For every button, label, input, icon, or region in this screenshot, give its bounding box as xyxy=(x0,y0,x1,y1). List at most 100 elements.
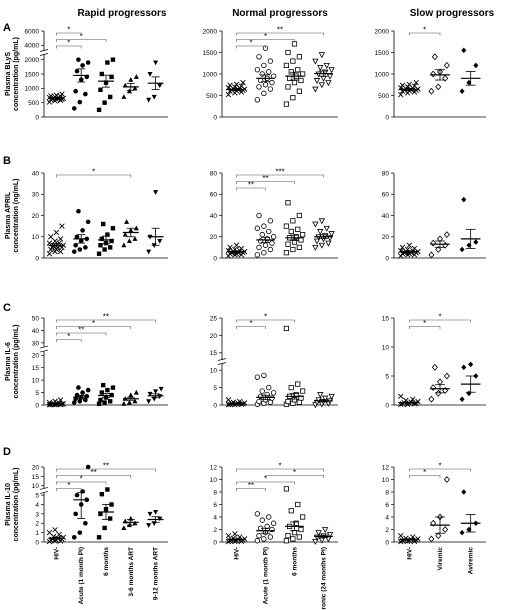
data-point xyxy=(296,399,302,405)
data-point xyxy=(98,87,103,92)
data-point xyxy=(46,251,53,257)
data-point xyxy=(83,245,88,250)
column-title: Normal progressors xyxy=(232,8,328,19)
data-point xyxy=(411,245,418,252)
significance-label: * xyxy=(67,481,70,490)
axis-break-mark xyxy=(39,53,49,56)
data-point xyxy=(283,538,289,544)
data-point xyxy=(312,86,319,93)
y-axis-label: Plasma BLyS xyxy=(5,52,12,96)
data-point xyxy=(233,242,240,248)
data-point xyxy=(267,246,274,253)
data-point xyxy=(315,530,322,537)
data-point xyxy=(46,529,53,536)
data-point xyxy=(290,58,296,64)
data-point xyxy=(98,397,103,403)
y-tick-label: 2 xyxy=(385,527,389,534)
significance-bracket xyxy=(409,475,441,478)
data-point xyxy=(256,533,262,539)
data-point xyxy=(290,536,296,542)
significance-label: ** xyxy=(103,462,109,471)
data-point xyxy=(435,83,442,91)
y-tick-label: 4 xyxy=(213,514,217,521)
significance-bracket xyxy=(56,339,82,342)
significance-label: *** xyxy=(275,168,284,177)
data-point xyxy=(157,394,163,399)
x-category-label: Acute (1 month PI) xyxy=(78,547,85,604)
data-point xyxy=(290,246,296,253)
data-point xyxy=(269,79,275,86)
y-tick-label: 10 xyxy=(210,368,218,375)
data-point xyxy=(321,395,329,402)
data-point xyxy=(158,386,164,392)
data-point xyxy=(312,58,319,65)
y-axis-label: Plasma IL-10 xyxy=(5,483,12,526)
data-point xyxy=(80,390,85,395)
y-tick-label: 60 xyxy=(382,192,390,199)
data-point xyxy=(266,384,272,391)
panel-letter: C xyxy=(3,302,11,314)
data-point xyxy=(77,530,83,535)
data-point xyxy=(269,395,275,401)
data-point xyxy=(293,520,299,526)
data-point xyxy=(254,252,261,258)
data-point xyxy=(461,47,467,54)
data-point xyxy=(74,492,80,498)
data-point xyxy=(328,67,335,74)
significance-label: ** xyxy=(277,26,283,35)
significance-bracket xyxy=(236,481,295,485)
data-point xyxy=(132,85,138,91)
significance-label: * xyxy=(264,313,267,322)
x-category-label: Chronic (24 months PI) xyxy=(321,547,328,610)
data-point xyxy=(146,399,152,404)
significance-bracket xyxy=(236,181,295,184)
data-point xyxy=(261,249,267,256)
significance-label: ** xyxy=(78,326,84,335)
y-tick-label: 6 xyxy=(213,502,217,509)
data-point xyxy=(261,223,267,229)
data-point xyxy=(76,57,81,62)
significance-label: * xyxy=(438,462,441,471)
data-point xyxy=(298,526,304,533)
data-point xyxy=(321,527,329,534)
data-point xyxy=(85,219,91,225)
data-point xyxy=(431,53,438,61)
data-point xyxy=(431,363,438,371)
data-point xyxy=(241,536,248,542)
significance-bracket xyxy=(409,32,441,36)
y-tick-label: 40 xyxy=(32,328,40,335)
y-tick-label: 6 xyxy=(385,502,389,509)
data-point xyxy=(259,388,265,394)
y-tick-label: 10 xyxy=(32,378,40,385)
data-point xyxy=(147,72,153,77)
data-point xyxy=(102,525,107,531)
y-tick-label: 2 xyxy=(35,521,39,528)
data-point xyxy=(96,401,102,406)
data-point xyxy=(466,242,472,249)
data-point xyxy=(110,57,116,62)
y-tick-label: 50 xyxy=(32,315,40,322)
panel-letter: D xyxy=(3,446,11,458)
data-point xyxy=(328,231,335,238)
y-tick-label: 10 xyxy=(382,344,390,351)
data-point xyxy=(52,238,58,244)
data-point xyxy=(225,397,232,403)
y-tick-label: 0 xyxy=(385,255,389,262)
y-tick-label: 4 xyxy=(35,502,39,509)
data-point xyxy=(264,523,270,530)
data-point xyxy=(261,536,267,542)
x-category-label: Aviremic xyxy=(468,547,475,575)
significance-bracket xyxy=(56,326,132,329)
y-tick-label: 5 xyxy=(35,493,39,500)
significance-label: * xyxy=(264,475,267,484)
data-point xyxy=(110,385,116,390)
data-point xyxy=(262,82,269,88)
data-point xyxy=(262,242,269,248)
axis-break-mark xyxy=(39,49,49,52)
data-point xyxy=(468,361,474,368)
data-point xyxy=(288,69,294,75)
data-point xyxy=(442,526,449,533)
data-point xyxy=(283,486,289,492)
significance-bracket xyxy=(236,39,295,42)
axis-break-mark xyxy=(217,358,227,361)
